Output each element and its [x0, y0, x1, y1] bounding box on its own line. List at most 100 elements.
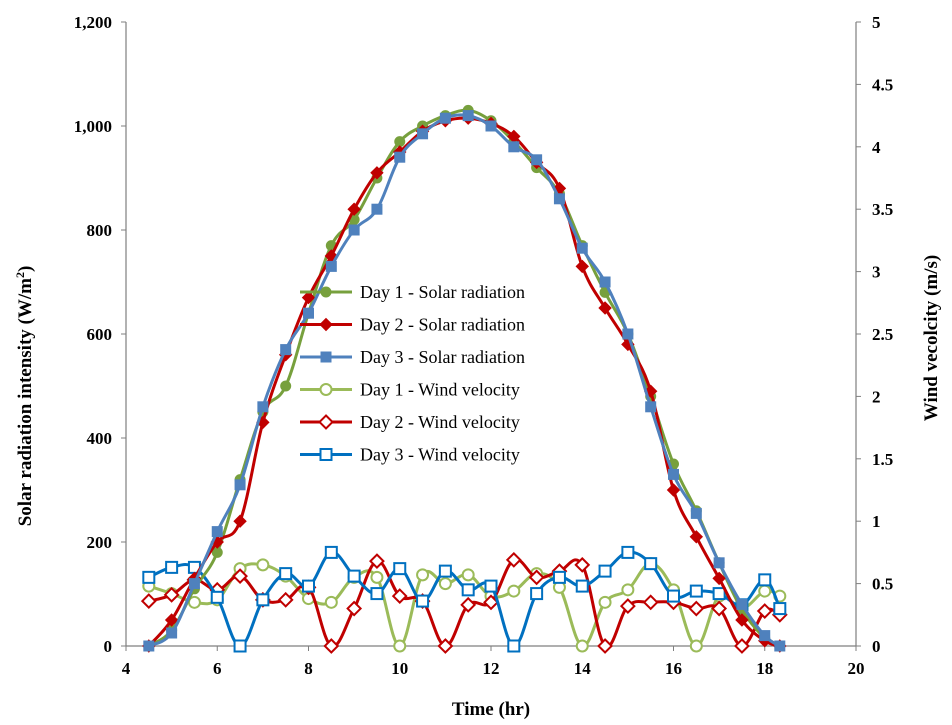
- legend-label: Day 1 - Solar radiation: [360, 282, 525, 302]
- data-point: [143, 640, 155, 652]
- data-point: [712, 587, 726, 601]
- legend-marker: [319, 317, 333, 332]
- y2-tick-label: 2: [872, 387, 881, 406]
- legend-item: Day 3 - Wind velocity: [300, 445, 520, 465]
- legend-label: Day 3 - Solar radiation: [360, 347, 525, 367]
- data-point: [232, 568, 248, 585]
- y2-tick-label: 3: [872, 263, 881, 282]
- series-3: [143, 110, 786, 652]
- data-point: [233, 514, 247, 528]
- data-point: [437, 638, 454, 654]
- y-axis-title: Solar radiation intensity (W/m2): [13, 266, 36, 527]
- x-tick-label: 6: [213, 659, 222, 678]
- y-tick-label: 0: [104, 637, 113, 656]
- data-point: [347, 569, 361, 583]
- y2-tick-label: 0: [872, 637, 881, 656]
- y2-tick-label: 3.5: [872, 200, 893, 219]
- data-point: [759, 630, 771, 642]
- data-point: [166, 627, 178, 639]
- data-point: [574, 556, 591, 573]
- data-point: [668, 468, 679, 480]
- data-point: [211, 526, 223, 538]
- data-point: [576, 242, 588, 254]
- data-point: [324, 595, 338, 609]
- y2-tick-label: 4: [872, 138, 881, 157]
- data-point: [371, 203, 383, 215]
- legend: Day 1 - Solar radiation Day 2 - Solar rad…: [300, 282, 525, 465]
- data-point: [369, 553, 385, 570]
- data-point: [773, 602, 787, 616]
- data-point: [416, 568, 430, 582]
- tick-labels: 4 6 8 10 12 14 16 18 2002004006008001,0001,20000…: [74, 13, 894, 678]
- data-point: [621, 545, 635, 559]
- data-point: [277, 591, 294, 608]
- data-point: [163, 586, 180, 603]
- data-point: [530, 587, 544, 601]
- legend-marker: [319, 383, 333, 396]
- data-point: [774, 640, 786, 652]
- data-point: [619, 598, 636, 614]
- x-tick-label: 14: [574, 659, 592, 678]
- data-point: [645, 401, 657, 413]
- x-tick-label: 4: [122, 659, 131, 678]
- data-point: [712, 571, 726, 586]
- data-point: [370, 587, 384, 601]
- data-point: [485, 120, 497, 132]
- data-point: [142, 570, 156, 584]
- legend-item: Day 2 - Solar radiation: [300, 315, 525, 335]
- data-point: [279, 567, 293, 581]
- legend-marker: [320, 286, 332, 298]
- x-tick-label: 8: [304, 659, 313, 678]
- data-point: [346, 600, 363, 617]
- x-tick-label: 16: [665, 659, 682, 678]
- data-point: [325, 260, 337, 272]
- data-point: [758, 584, 772, 598]
- data-point: [505, 551, 522, 568]
- data-point: [233, 639, 247, 653]
- legend-marker: [320, 351, 332, 363]
- legend-label: Day 2 - Solar radiation: [360, 315, 525, 335]
- data-point: [667, 589, 680, 603]
- axes: [121, 21, 861, 651]
- data-point: [394, 136, 406, 148]
- data-point: [301, 290, 316, 305]
- data-point: [393, 562, 407, 576]
- x-tick-label: 10: [391, 659, 408, 678]
- data-point: [234, 479, 246, 491]
- data-point: [348, 224, 360, 236]
- data-point: [165, 560, 179, 574]
- data-point: [280, 380, 292, 392]
- data-point: [140, 593, 157, 609]
- x-tick-label: 20: [848, 659, 865, 678]
- data-point: [552, 570, 566, 584]
- data-point: [597, 638, 613, 654]
- legend-label: Day 1 - Wind velocity: [360, 380, 520, 400]
- data-point: [438, 564, 452, 578]
- data-point: [391, 588, 408, 604]
- y2-tick-label: 1: [872, 512, 881, 531]
- data-point: [711, 600, 728, 617]
- data-series: [140, 104, 788, 654]
- y-tick-label: 800: [87, 221, 113, 240]
- y-axis-title-main: Solar radiation intensity (W/m: [15, 278, 36, 526]
- data-point: [370, 166, 384, 180]
- data-point: [734, 638, 750, 654]
- data-point: [417, 128, 429, 140]
- data-point: [575, 579, 589, 593]
- data-point: [280, 344, 292, 356]
- x-tick-label: 18: [756, 659, 773, 678]
- data-point: [599, 276, 611, 288]
- data-point: [483, 594, 499, 611]
- data-point: [461, 568, 475, 582]
- data-point: [575, 259, 589, 274]
- data-point: [460, 596, 477, 613]
- data-point: [257, 401, 269, 413]
- y-axis-title-superscript: 2: [13, 272, 27, 278]
- data-point: [188, 578, 200, 590]
- data-point: [735, 613, 749, 627]
- data-point: [462, 110, 474, 122]
- data-point: [439, 112, 451, 124]
- data-point: [598, 595, 612, 609]
- data-point: [689, 639, 703, 653]
- y-tick-label: 1,200: [74, 13, 112, 32]
